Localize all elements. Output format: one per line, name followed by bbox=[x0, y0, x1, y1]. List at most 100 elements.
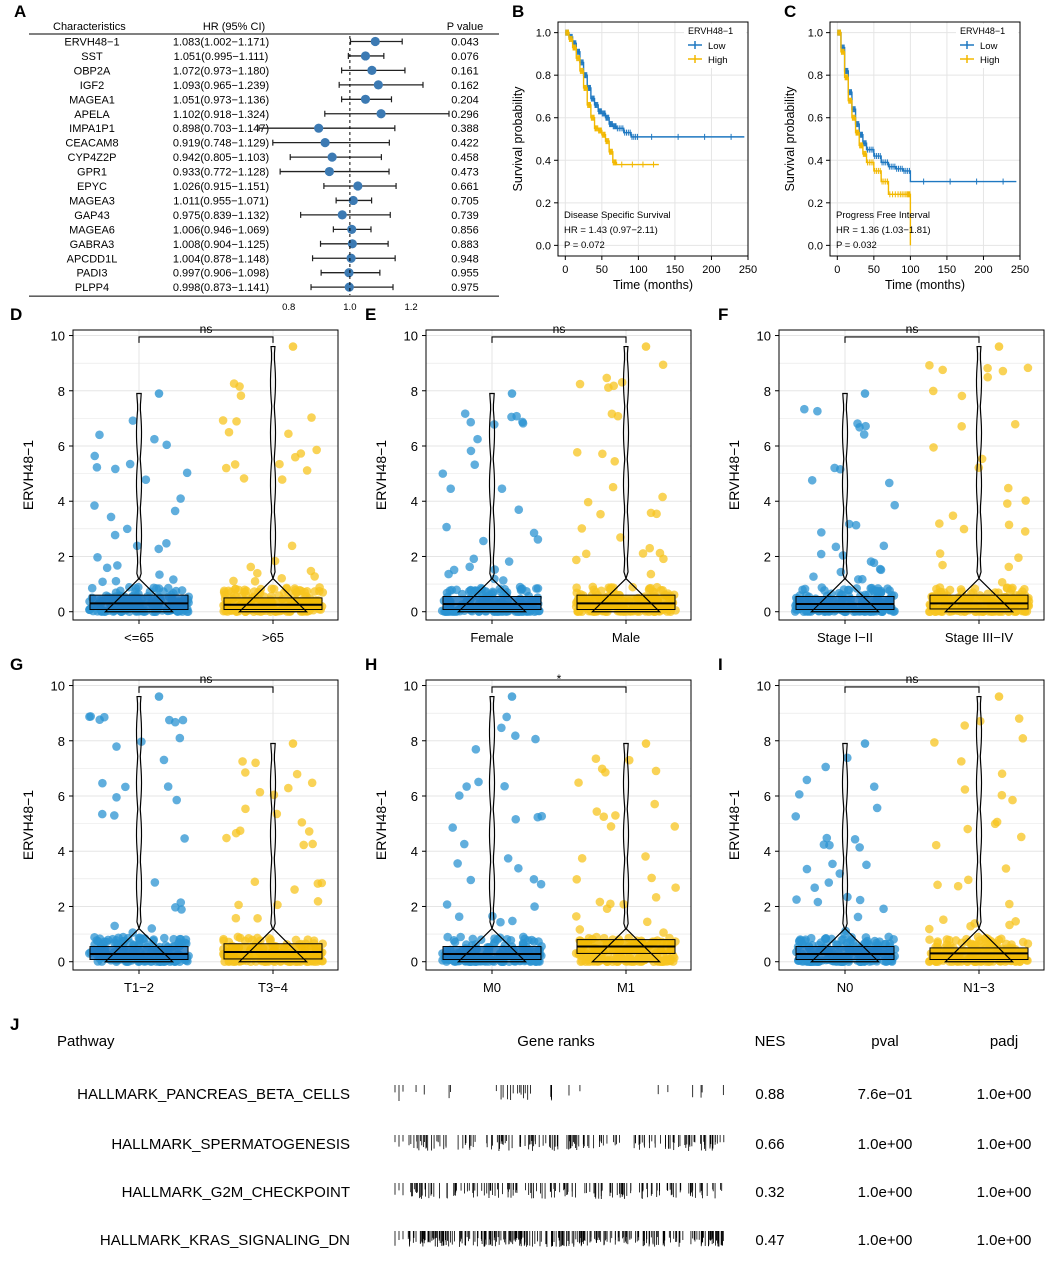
violin-point bbox=[170, 506, 180, 516]
violin-panel-frame bbox=[778, 329, 1045, 621]
violin-y-tick: 10 bbox=[757, 329, 771, 344]
violin-point bbox=[809, 572, 818, 581]
violin-point bbox=[577, 853, 587, 863]
violin-point bbox=[606, 822, 616, 831]
panel-letter-j: J bbox=[10, 1015, 19, 1034]
violin-point bbox=[935, 583, 945, 592]
violin-point bbox=[925, 361, 934, 370]
violin-point bbox=[230, 590, 239, 600]
violin-point bbox=[438, 469, 448, 478]
violin-y-tick: 2 bbox=[58, 899, 65, 914]
violin-point bbox=[169, 575, 178, 584]
violin-point bbox=[828, 859, 837, 869]
violin-point bbox=[983, 363, 992, 373]
violin-point bbox=[997, 790, 1007, 800]
violin-point bbox=[304, 827, 314, 836]
violin-y-tick: 4 bbox=[58, 494, 65, 509]
gsea-row-pathway: HALLMARK_PANCREAS_BETA_CELLS bbox=[77, 1086, 350, 1103]
violin-point bbox=[646, 508, 656, 518]
violin-y-label: ERVH48−1 bbox=[726, 790, 742, 860]
violin-y-tick: 0 bbox=[58, 605, 65, 620]
violin-box bbox=[576, 594, 676, 611]
km-y-tick: 0.6 bbox=[536, 113, 551, 125]
violin-point-max bbox=[288, 342, 298, 351]
violin-panel-frame bbox=[778, 679, 1045, 971]
violin-point bbox=[462, 782, 471, 791]
violin-shape bbox=[943, 695, 1015, 963]
forest-row-hr: 1.102(0.918−1.324) bbox=[173, 109, 269, 121]
violin-point bbox=[277, 574, 287, 583]
violin-point bbox=[859, 430, 869, 439]
forest-x-tick: 1.2 bbox=[404, 302, 417, 313]
violin-point bbox=[572, 875, 582, 884]
violin-point bbox=[453, 859, 462, 868]
forest-row-p: 0.975 bbox=[451, 282, 479, 294]
violin-sig-bracket bbox=[138, 686, 274, 693]
forest-row-hr: 1.051(0.973−1.136) bbox=[173, 94, 269, 106]
violin-sig-bracket bbox=[844, 686, 980, 693]
km-y-tick: 0.6 bbox=[808, 113, 823, 125]
violin-y-tick: 10 bbox=[51, 329, 65, 344]
violin-y-tick: 4 bbox=[764, 494, 771, 509]
violin-point bbox=[241, 804, 250, 814]
violin-point bbox=[511, 731, 520, 741]
violin-point bbox=[308, 839, 317, 849]
violin-point bbox=[110, 530, 120, 540]
forest-row-hr: 1.072(0.973−1.180) bbox=[173, 65, 269, 77]
km-x-tick: 50 bbox=[868, 264, 880, 276]
km-annotation: HR = 1.36 (1.03−1.81) bbox=[836, 225, 931, 236]
violin-point bbox=[953, 881, 963, 891]
forest-row-p: 0.161 bbox=[451, 65, 479, 77]
violin-point bbox=[232, 417, 241, 426]
violin-y-tick: 6 bbox=[764, 789, 771, 804]
violin-point bbox=[869, 558, 879, 568]
violin-point bbox=[313, 879, 323, 888]
violin-point bbox=[872, 803, 882, 813]
forest-row-p: 0.739 bbox=[451, 210, 479, 222]
violin-point bbox=[619, 899, 628, 909]
violin-point bbox=[800, 404, 809, 414]
violin-point bbox=[998, 366, 1008, 376]
violin-point bbox=[519, 932, 528, 942]
violin-point bbox=[858, 574, 867, 584]
violin-point bbox=[666, 956, 675, 966]
violin-point bbox=[607, 409, 617, 419]
violin-panel-frame bbox=[72, 679, 339, 971]
violin-point bbox=[806, 933, 816, 943]
violin-point bbox=[128, 928, 138, 937]
violin-point bbox=[86, 712, 95, 721]
forest-row-name: APCDD1L bbox=[67, 253, 118, 265]
violin-point bbox=[613, 953, 623, 962]
violin-point bbox=[449, 565, 459, 575]
violin-point bbox=[455, 791, 464, 800]
violin-point bbox=[816, 938, 826, 947]
violin-point bbox=[490, 934, 499, 943]
violin-x-tick: N1−3 bbox=[963, 980, 994, 995]
violin-point bbox=[175, 733, 185, 743]
violin-point bbox=[299, 840, 308, 850]
violin-panel-bg bbox=[426, 330, 691, 620]
forest-row-p: 0.948 bbox=[451, 253, 479, 265]
gsea-row-nes: 0.66 bbox=[755, 1136, 784, 1153]
violin-y-label: ERVH48−1 bbox=[373, 440, 389, 510]
panel-letter-e: E bbox=[365, 305, 376, 324]
violin-point bbox=[1021, 496, 1030, 505]
violin-shape bbox=[237, 742, 309, 963]
violin-point bbox=[817, 583, 827, 592]
violin-point bbox=[218, 416, 228, 425]
forest-row-hr: 1.093(0.965−1.239) bbox=[173, 80, 269, 92]
violin-y-tick: 2 bbox=[764, 549, 771, 564]
violin-shape bbox=[590, 345, 662, 613]
violin-point bbox=[503, 854, 513, 863]
violin-point bbox=[931, 840, 941, 850]
forest-hr-point bbox=[324, 166, 334, 177]
violin-point bbox=[488, 911, 497, 921]
forest-row-hr: 0.975(0.839−1.132) bbox=[173, 210, 269, 222]
violin-point bbox=[602, 373, 612, 383]
violin-point bbox=[846, 935, 856, 945]
violin-point bbox=[90, 501, 99, 510]
violin-point bbox=[651, 892, 661, 902]
violin-point bbox=[1020, 527, 1030, 536]
violin-point bbox=[110, 921, 119, 931]
violin-point bbox=[112, 742, 121, 751]
